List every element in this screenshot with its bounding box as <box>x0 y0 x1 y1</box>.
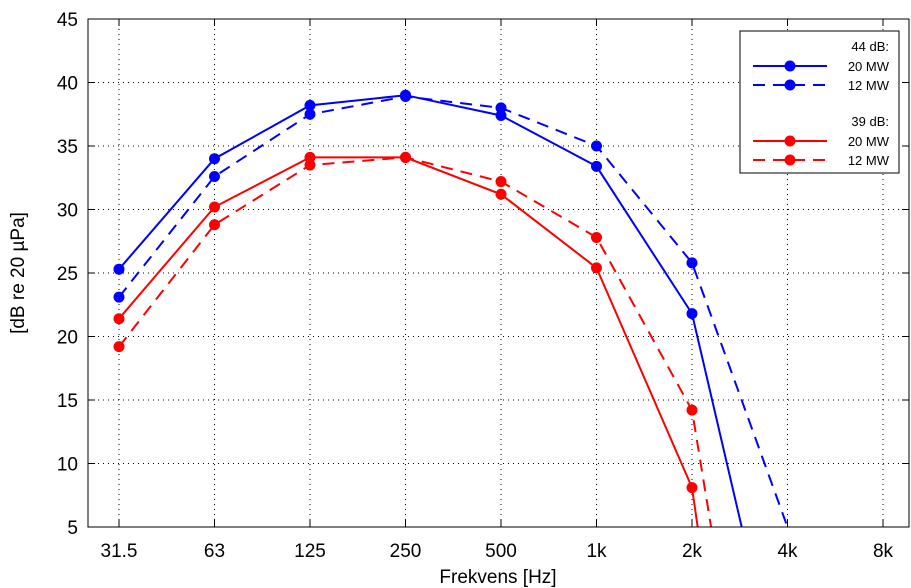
data-point <box>495 110 507 122</box>
data-point <box>591 262 602 274</box>
data-point <box>591 140 602 152</box>
legend-marker <box>784 79 796 91</box>
legend-box <box>739 30 900 174</box>
x-tick-label: 250 <box>390 541 422 562</box>
data-point <box>209 219 220 231</box>
x-tick-label: 63 <box>204 541 225 562</box>
legend-entry-label: 12 MW <box>848 78 890 93</box>
legend-entry-label: 12 MW <box>848 153 890 168</box>
data-point <box>209 170 220 182</box>
data-point <box>591 231 602 243</box>
data-point <box>113 341 125 353</box>
data-point <box>113 291 125 303</box>
y-tick-label: 10 <box>57 455 78 476</box>
legend: 44 dB: 20 MW 12 MW 39 dB: 20 MW 12 MW <box>739 30 900 174</box>
x-axis-label: Frekvens [Hz] <box>439 567 556 588</box>
x-tick-label: 125 <box>294 541 326 562</box>
y-tick-label: 25 <box>57 264 78 285</box>
y-tick-label: 35 <box>57 137 78 158</box>
x-tick-label: 1k <box>586 541 607 562</box>
data-point <box>686 257 698 269</box>
y-tick-label: 20 <box>57 328 78 349</box>
x-tick-label: 2k <box>682 541 703 562</box>
x-tick-label: 8k <box>873 541 894 562</box>
y-tick-label: 5 <box>67 518 78 539</box>
data-point <box>591 160 602 172</box>
x-tick-label: 4k <box>777 541 798 562</box>
data-point <box>113 313 125 325</box>
series-layer <box>113 89 789 528</box>
data-point <box>495 102 507 114</box>
ticks: 31.5 63 125 250 500 1k 2k 4k 8k 5 10 15 20 25 30 35 40 45 <box>57 10 909 562</box>
data-point <box>495 176 507 188</box>
legend-marker <box>784 60 796 72</box>
legend-group-header: 44 dB: <box>851 39 889 54</box>
series-line-0 <box>118 94 743 528</box>
data-point <box>400 151 411 163</box>
y-tick-label: 30 <box>57 201 78 222</box>
series-line-3 <box>118 156 713 528</box>
data-point <box>686 404 698 416</box>
x-tick-label: 31.5 <box>101 541 138 562</box>
data-point <box>304 159 316 171</box>
data-point <box>495 188 507 200</box>
data-point <box>400 90 411 102</box>
data-point <box>686 482 698 494</box>
data-point <box>304 108 316 120</box>
y-tick-label: 15 <box>57 391 78 412</box>
y-axis-label: [dB re 20 µPa] <box>8 212 29 334</box>
y-tick-label: 40 <box>57 74 78 95</box>
data-point <box>209 201 220 213</box>
data-point <box>304 99 316 111</box>
x-tick-label: 500 <box>485 541 517 562</box>
legend-entry-label: 20 MW <box>848 134 890 149</box>
data-point <box>209 153 220 165</box>
series-line-2 <box>118 156 699 528</box>
y-tick-label: 45 <box>57 10 78 31</box>
data-point <box>686 308 698 320</box>
grid <box>88 19 909 527</box>
legend-group-header: 39 dB: <box>851 114 889 129</box>
legend-entry-label: 20 MW <box>848 59 890 74</box>
legend-marker <box>784 154 796 166</box>
data-point <box>304 151 316 163</box>
series-line-1 <box>118 95 789 528</box>
data-point <box>113 263 125 275</box>
legend-marker <box>784 135 796 147</box>
